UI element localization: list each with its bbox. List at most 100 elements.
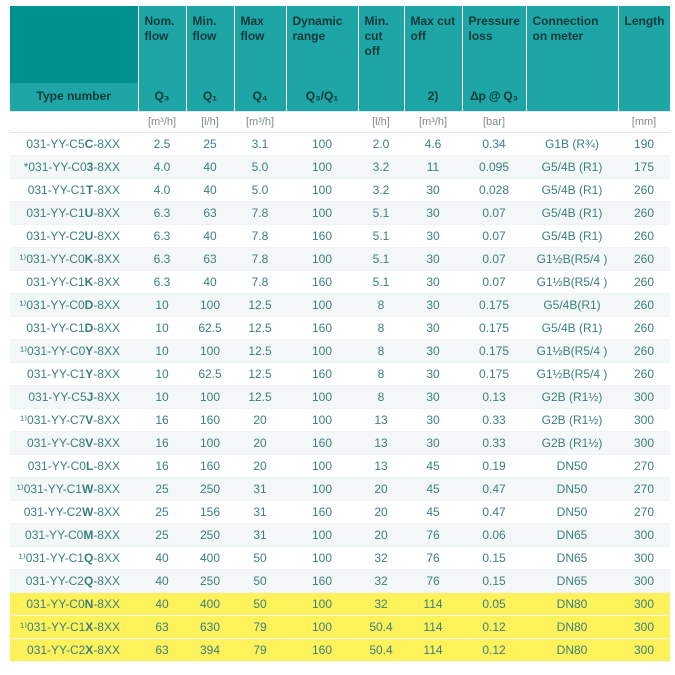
data-cell: 79: [234, 639, 286, 662]
data-cell: 40: [186, 225, 234, 248]
data-cell: 0.175: [462, 317, 526, 340]
data-cell: 10: [138, 386, 186, 409]
unit-mm: [mm]: [618, 112, 670, 133]
type-number-cell: 031-YY-C2W-8XX: [10, 501, 138, 524]
data-cell: 175: [618, 156, 670, 179]
data-cell: 100: [286, 524, 358, 547]
table-row: 031-YY-C5J-8XX1010012.51008300.13G2B (R1…: [10, 386, 670, 409]
data-cell: G5/4B (R1): [526, 225, 618, 248]
header-nom-flow: Nom. flow: [138, 6, 186, 83]
data-cell: 79: [234, 616, 286, 639]
header-min-cutoff: Min. cut off: [358, 6, 404, 83]
header-pressure: Pressure loss: [462, 6, 526, 83]
data-cell: 6.3: [138, 248, 186, 271]
data-cell: 3.2: [358, 156, 404, 179]
data-cell: 30: [404, 317, 462, 340]
data-cell: 300: [618, 570, 670, 593]
data-cell: 45: [404, 478, 462, 501]
table-row: 031-YY-C2U-8XX6.3407.81605.1300.07G5/4B …: [10, 225, 670, 248]
data-cell: 63: [138, 616, 186, 639]
table-row: ¹⁾031-YY-C7V-8XX161602010013300.33G2B (R…: [10, 409, 670, 432]
data-cell: 100: [286, 202, 358, 225]
data-cell: 0.13: [462, 386, 526, 409]
data-cell: 160: [286, 363, 358, 386]
data-cell: 260: [618, 225, 670, 248]
data-cell: 31: [234, 501, 286, 524]
data-cell: 2.5: [138, 133, 186, 156]
data-cell: 0.05: [462, 593, 526, 616]
sub-dp: Δp @ Q₃: [462, 83, 526, 112]
type-number-cell: 031-YY-C2Q-8XX: [10, 570, 138, 593]
data-cell: 100: [286, 294, 358, 317]
type-number-cell: 031-YY-C1U-8XX: [10, 202, 138, 225]
sub-ratio: Q₃/Q₁: [286, 83, 358, 112]
table-row: ¹⁾031-YY-C1W-8XX252503110020450.47DN5027…: [10, 478, 670, 501]
data-cell: 100: [286, 547, 358, 570]
data-cell: 30: [404, 202, 462, 225]
data-cell: 25: [138, 478, 186, 501]
data-cell: 63: [186, 248, 234, 271]
header-max-flow: Max flow: [234, 6, 286, 83]
data-cell: 8: [358, 386, 404, 409]
data-cell: 250: [186, 570, 234, 593]
data-cell: G5/4B (R1): [526, 317, 618, 340]
type-number-cell: 031-YY-C5J-8XX: [10, 386, 138, 409]
data-cell: 7.8: [234, 248, 286, 271]
data-cell: 300: [618, 386, 670, 409]
data-cell: 63: [138, 639, 186, 662]
data-cell: 40: [186, 179, 234, 202]
data-cell: 6.3: [138, 202, 186, 225]
data-cell: 300: [618, 639, 670, 662]
data-cell: G5/4B (R1): [526, 179, 618, 202]
data-cell: 100: [286, 593, 358, 616]
type-number-cell: 031-YY-C1T-8XX: [10, 179, 138, 202]
data-cell: 400: [186, 547, 234, 570]
data-cell: 0.33: [462, 409, 526, 432]
table-row: 031-YY-C1D-8XX1062.512.51608300.175G5/4B…: [10, 317, 670, 340]
table-row: ¹⁾031-YY-C0D-8XX1010012.51008300.175G5/4…: [10, 294, 670, 317]
data-cell: 5.1: [358, 271, 404, 294]
data-cell: 100: [286, 179, 358, 202]
table-row: 031-YY-C0M-8XX252503110020760.06DN65300: [10, 524, 670, 547]
data-cell: 114: [404, 639, 462, 662]
header-type-number: Type number: [10, 83, 138, 112]
data-cell: 100: [286, 340, 358, 363]
data-cell: 100: [286, 133, 358, 156]
data-cell: 7.8: [234, 202, 286, 225]
header-dyn-range: Dynamic range: [286, 6, 358, 83]
data-cell: 260: [618, 294, 670, 317]
data-cell: 160: [286, 570, 358, 593]
table-row: 031-YY-C0L-8XX161602010013450.19DN50270: [10, 455, 670, 478]
data-cell: 40: [138, 547, 186, 570]
data-cell: DN65: [526, 570, 618, 593]
data-cell: 32: [358, 547, 404, 570]
data-cell: 32: [358, 570, 404, 593]
data-cell: 50.4: [358, 616, 404, 639]
data-cell: 20: [358, 501, 404, 524]
unit-bar: [bar]: [462, 112, 526, 133]
data-cell: 260: [618, 271, 670, 294]
data-cell: 100: [186, 340, 234, 363]
data-cell: 20: [234, 455, 286, 478]
data-cell: 270: [618, 501, 670, 524]
table-row: ¹⁾031-YY-C0Y-8XX1010012.51008300.175G1½B…: [10, 340, 670, 363]
data-cell: DN50: [526, 478, 618, 501]
unit-m3h-2: [m³/h]: [234, 112, 286, 133]
data-cell: 160: [286, 432, 358, 455]
data-cell: 0.175: [462, 294, 526, 317]
data-cell: 10: [138, 317, 186, 340]
unit-m3h-1: [m³/h]: [138, 112, 186, 133]
data-cell: DN65: [526, 524, 618, 547]
data-cell: 100: [286, 616, 358, 639]
sub-q3: Q₃: [138, 83, 186, 112]
table-row: 031-YY-C2X-8XX633947916050.41140.12DN803…: [10, 639, 670, 662]
data-cell: 16: [138, 409, 186, 432]
data-cell: 13: [358, 409, 404, 432]
table-row: 031-YY-C0N-8XX4040050100321140.05DN80300: [10, 593, 670, 616]
data-cell: DN80: [526, 639, 618, 662]
type-number-cell: *031-YY-C03-8XX: [10, 156, 138, 179]
data-cell: 13: [358, 455, 404, 478]
data-cell: 160: [186, 409, 234, 432]
data-cell: 114: [404, 593, 462, 616]
data-cell: 13: [358, 432, 404, 455]
